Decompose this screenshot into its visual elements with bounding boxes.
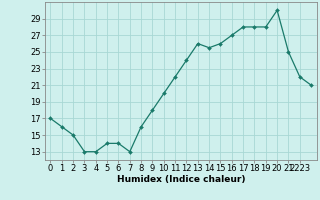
- X-axis label: Humidex (Indice chaleur): Humidex (Indice chaleur): [116, 175, 245, 184]
